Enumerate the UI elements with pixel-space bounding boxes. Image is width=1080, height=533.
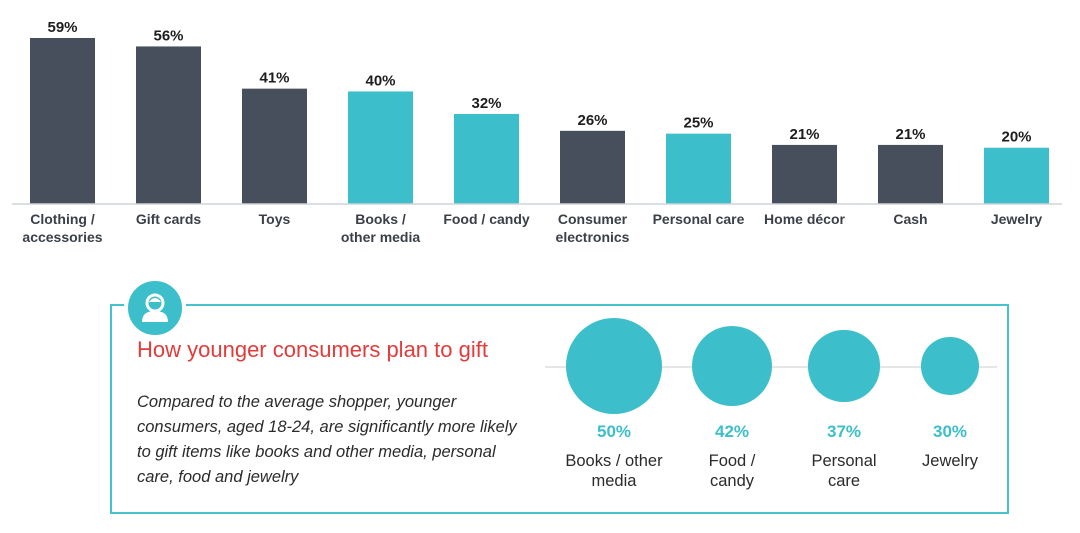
- category-label: Food / candy: [443, 211, 530, 227]
- bar-value-label: 32%: [471, 95, 501, 112]
- bar-value-label: 20%: [1001, 129, 1031, 146]
- bar-food-candy: [454, 113, 519, 204]
- bubble-label-food: Food / candy: [708, 452, 756, 490]
- bar-jewelry: [984, 147, 1049, 204]
- person-icon: [142, 293, 168, 322]
- bar-gift-cards: [136, 46, 201, 205]
- bubble-percent-books: 50%: [596, 422, 632, 441]
- bar-value-label: 25%: [683, 115, 713, 132]
- bubble-label-personal-care: Personal care: [811, 452, 877, 490]
- bar-value-label: 21%: [789, 126, 819, 143]
- bar-chart: 59% Clothing / accessories 56% Gift cards 41%…: [12, 19, 1062, 245]
- bar-personal-care: [666, 133, 731, 204]
- category-label: Home décor: [764, 211, 845, 227]
- panel-description: Compared to the average shopper, younger…: [137, 393, 517, 486]
- bubble-personal-care: [808, 330, 880, 402]
- bar-toys: [242, 88, 307, 204]
- bar-value-label: 41%: [259, 70, 289, 87]
- bubble-percent-jewelry: 30%: [932, 422, 968, 441]
- bar-value-label: 26%: [577, 112, 607, 129]
- bar-books-other-media: [348, 91, 413, 204]
- bubble-percent-food: 42%: [714, 422, 750, 441]
- bar-clothing-accessories: [30, 38, 95, 204]
- bubble-label-jewelry: Jewelry: [922, 452, 978, 470]
- bar-cash: [878, 144, 943, 204]
- category-label: Clothing / accessories: [22, 211, 102, 245]
- panel-title: How younger consumers plan to gift: [137, 337, 488, 362]
- category-label: Gift cards: [136, 211, 202, 227]
- bar-value-label: 56%: [153, 27, 183, 44]
- bar-home-d-cor: [772, 144, 837, 204]
- bubble-label-books: Books / other media: [565, 452, 663, 490]
- category-label: Personal care: [653, 211, 745, 227]
- category-label: Toys: [259, 211, 291, 227]
- bar-value-label: 40%: [365, 72, 395, 89]
- bar-value-label: 59%: [47, 19, 77, 36]
- bubble-percent-personal-care: 37%: [826, 422, 862, 441]
- category-label: Jewelry: [991, 211, 1043, 227]
- person-badge: [124, 277, 186, 339]
- bubble-jewelry: [921, 337, 979, 395]
- bubble-books: [566, 318, 662, 414]
- category-label: Cash: [893, 211, 927, 227]
- category-label: Consumer electronics: [556, 211, 630, 245]
- bar-consumer-electronics: [560, 130, 625, 204]
- bubble-food: [691, 325, 773, 407]
- category-label: Books / other media: [341, 211, 421, 245]
- bar-value-label: 21%: [895, 126, 925, 143]
